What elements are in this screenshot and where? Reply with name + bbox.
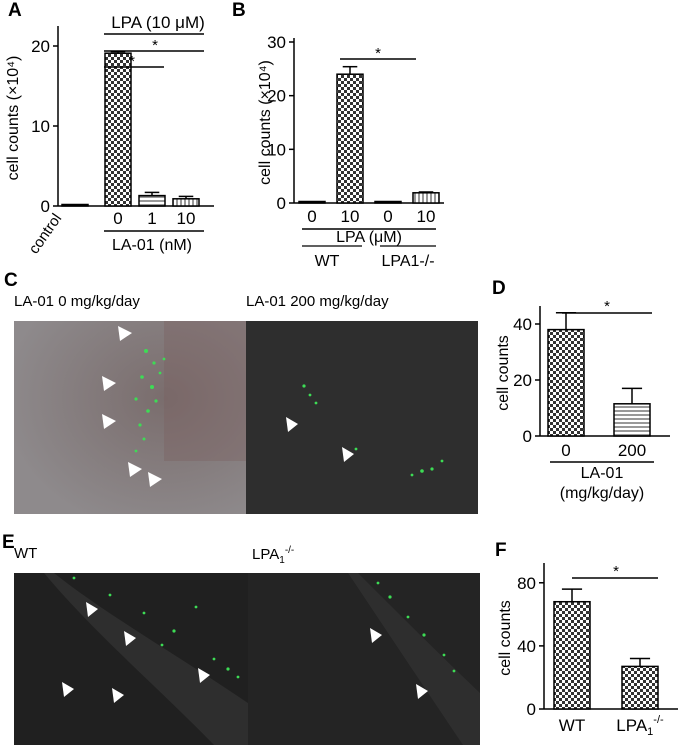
arrowhead-icon <box>370 628 382 643</box>
bar <box>613 403 651 437</box>
arrowhead-icon <box>102 376 116 391</box>
arrowhead-icon <box>148 472 162 487</box>
arrowhead-icon <box>342 447 354 462</box>
bar <box>412 192 440 204</box>
panel-label-b: B <box>232 0 246 21</box>
y-tick-label: 0 <box>527 700 536 719</box>
group-label: LA-01 (nM) <box>112 237 192 254</box>
significance-star: * <box>152 37 158 54</box>
x-tick-label-sup: -/- <box>653 714 664 726</box>
micrograph-e-right-image <box>248 573 480 745</box>
y-tick-label: 0 <box>277 194 286 213</box>
micrograph-e-left-image <box>14 573 248 745</box>
x-tick-label-main: LPA <box>616 716 648 735</box>
bar <box>547 328 585 437</box>
panel-label-a: A <box>8 0 22 21</box>
arrowhead-icon <box>416 684 428 699</box>
x-tick-label-sub: 1 <box>647 726 653 738</box>
fluorescent-cells <box>376 581 456 673</box>
micrograph-e-right: LPA1-/- <box>248 545 480 745</box>
y-tick-label: 0 <box>523 427 532 446</box>
caption-e-left: WT <box>14 545 38 562</box>
arrowhead-icon <box>118 326 132 341</box>
arrowhead-icon <box>124 631 136 646</box>
y-tick-label: 10 <box>31 117 50 136</box>
x-tick-label: LPA1-/- <box>616 714 664 738</box>
panel-label-d: D <box>492 278 506 299</box>
x-tick-label: 10 <box>341 207 360 226</box>
caption-c-left: LA-01 0 mg/kg/day <box>14 293 140 310</box>
significance-star: * <box>613 563 619 580</box>
x-tick-label: 1 <box>147 209 156 228</box>
y-axis-label: cell counts (×10⁴) <box>257 60 274 185</box>
group-label: LPA (μM) <box>336 229 402 246</box>
bar <box>172 198 200 207</box>
genotype-label: WT <box>315 253 340 270</box>
micrograph-c-right-image <box>246 321 478 514</box>
group-label: (mg/kg/day) <box>560 485 644 502</box>
y-tick-label: 30 <box>267 33 286 52</box>
y-tick-label: 0 <box>41 197 50 216</box>
significance-star: * <box>129 53 135 70</box>
y-tick-label: 10 <box>267 140 286 159</box>
x-tick-label: WT <box>559 716 585 735</box>
y-axis-label: cell counts <box>495 335 512 411</box>
chart-header: LPA (10 μM) <box>111 13 205 32</box>
arrowhead-icon <box>198 668 210 683</box>
x-tick-label: 0 <box>307 207 316 226</box>
bar <box>61 203 89 207</box>
y-tick-label: 80 <box>517 574 536 593</box>
bar <box>138 194 166 207</box>
arrowhead-icon <box>112 688 124 703</box>
micrograph-c-right: LA-01 200 mg/kg/day <box>246 293 478 514</box>
arrowhead-icon <box>86 602 98 617</box>
x-tick-label: 0 <box>113 209 122 228</box>
significance-star: * <box>604 298 610 315</box>
bar <box>298 200 326 204</box>
x-tick-label: 0 <box>383 207 392 226</box>
fluorescent-cells <box>302 384 444 477</box>
bar <box>621 665 659 710</box>
caption-e-right: LPA1-/- <box>252 545 295 566</box>
bar <box>374 200 402 204</box>
group-label: LA-01 <box>581 465 624 482</box>
fluorescent-cells <box>72 576 240 679</box>
significance-star: * <box>375 45 381 62</box>
panel-label-f: F <box>495 540 507 561</box>
panel-label-c: C <box>4 270 18 291</box>
bar <box>104 52 132 207</box>
y-tick-label: 40 <box>517 637 536 656</box>
micrograph-e-left: WT <box>14 545 248 745</box>
y-tick-label: 40 <box>513 315 532 334</box>
genotype-label: LPA1-/- <box>381 253 434 270</box>
x-tick-label: 10 <box>417 207 436 226</box>
y-tick-label: 20 <box>513 371 532 390</box>
x-tick-label: 10 <box>177 209 196 228</box>
fluorescent-cells <box>134 349 166 453</box>
y-tick-label: 20 <box>31 37 50 56</box>
panel-label-e: E <box>2 532 15 553</box>
bar <box>336 73 364 204</box>
y-tick-label: 20 <box>267 87 286 106</box>
micrograph-c-left-image <box>14 321 246 514</box>
y-axis-label: cell counts <box>497 600 514 676</box>
y-axis-label: cell counts (×10⁴) <box>5 56 22 181</box>
arrowhead-icon <box>286 417 298 432</box>
bar <box>553 600 591 710</box>
arrowhead-icon <box>102 414 116 429</box>
caption-c-right: LA-01 200 mg/kg/day <box>246 293 389 310</box>
x-tick-label: 0 <box>561 441 570 460</box>
arrowhead-icon <box>62 682 74 697</box>
micrograph-c-left: LA-01 0 mg/kg/day <box>14 293 246 514</box>
x-tick-label: control <box>26 211 66 258</box>
arrowhead-icon <box>128 462 142 477</box>
x-tick-label: 200 <box>618 441 646 460</box>
